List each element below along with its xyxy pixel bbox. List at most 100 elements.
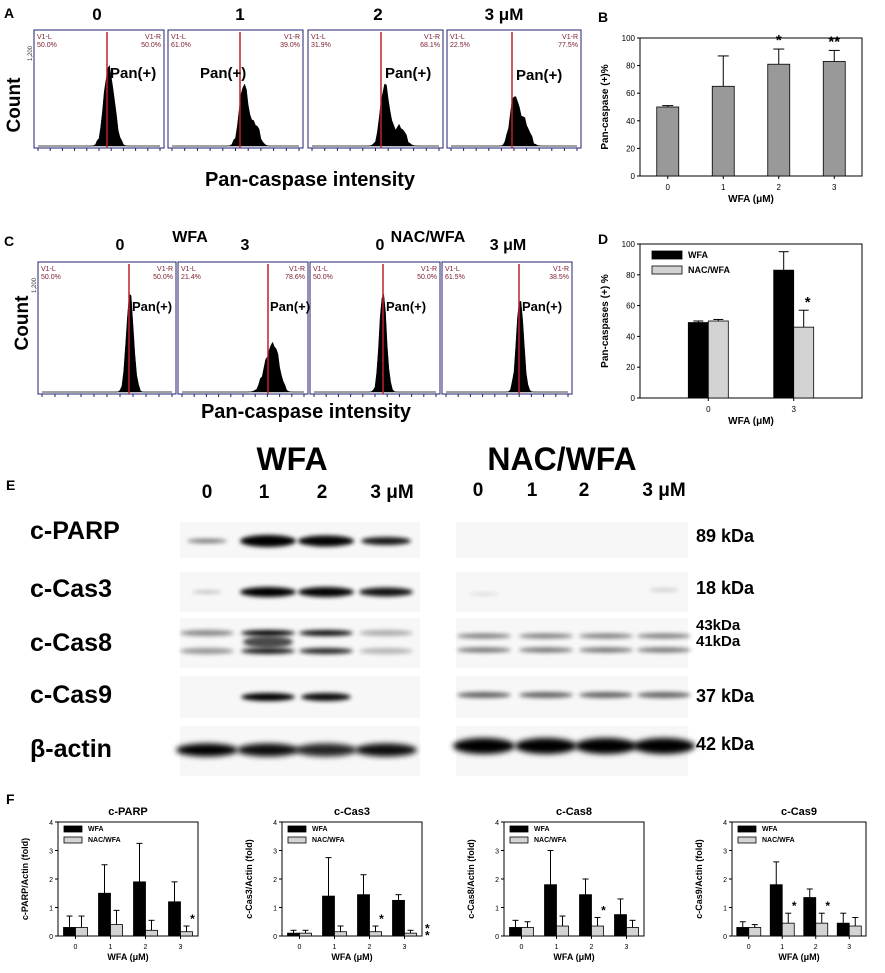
pan-positive-label: Pan(+) <box>522 299 562 314</box>
pan-positive-label: Pan(+) <box>385 65 431 82</box>
panel-c-dose-label: 3 <box>241 237 250 254</box>
x-tick-label: 3 <box>625 944 629 951</box>
pan-positive-label: Pan(+) <box>270 299 310 314</box>
y-axis-label: c-Cas8/Actin (fold) <box>466 839 476 919</box>
legend-swatch <box>651 265 683 275</box>
blot-band <box>519 647 573 653</box>
chart-d: 0 20 40 60 80 100 0 3 * WFA (μM) Pan-caspases (+) … <box>598 231 863 427</box>
legend-label: WFA <box>88 826 104 833</box>
blot-band <box>579 647 633 653</box>
significance-mark: * <box>379 912 384 926</box>
significance-mark: ** <box>828 33 840 50</box>
bar <box>145 929 158 937</box>
bar <box>509 927 522 937</box>
y-tick-label: 80 <box>626 271 635 280</box>
y-axis-label: c-Cas9/Actin (fold) <box>694 839 704 919</box>
x-axis-label: WFA (μM) <box>728 194 774 205</box>
blot-band <box>579 692 633 698</box>
bar <box>392 899 405 937</box>
gate-right-percent: 50.0% <box>417 274 437 281</box>
x-tick-label: 0 <box>747 944 751 951</box>
panel-c-y-axis-label: Count <box>12 295 33 351</box>
blot-band <box>301 693 351 701</box>
x-axis-label: WFA (μM) <box>728 416 774 427</box>
bar <box>614 914 627 937</box>
histogram-peak <box>42 293 172 393</box>
blot-band <box>241 693 295 701</box>
blot-band <box>579 633 633 639</box>
histogram-peak <box>182 341 304 393</box>
gate-left-label: V1-L <box>311 34 326 41</box>
y-tick-label: 60 <box>626 302 635 311</box>
significance-mark: * <box>776 32 782 49</box>
panel-c-group-nac: NAC/WFA <box>391 229 466 246</box>
y-tick-label: 2 <box>723 877 727 884</box>
bar <box>687 322 709 399</box>
significance-mark: * <box>805 294 811 311</box>
legend-swatch <box>651 250 683 260</box>
y-tick-label: 0 <box>273 934 277 941</box>
blot-band <box>176 743 238 757</box>
significance-mark: * <box>601 903 606 917</box>
panel-a-dose-label: 0 <box>92 5 101 24</box>
legend-label: NAC/WFA <box>88 837 121 844</box>
y-tick-label: 4 <box>723 820 727 827</box>
size-label: 18 kDa <box>696 578 755 598</box>
panel-c-group-wfa: WFA <box>172 229 208 246</box>
histogram-frame <box>441 261 573 395</box>
bar <box>404 932 417 937</box>
bar <box>287 932 300 937</box>
size-label: 43kDa <box>696 617 741 634</box>
blot-band <box>243 636 293 648</box>
bar <box>736 927 750 937</box>
y-tick-label: 0 <box>631 172 636 181</box>
x-tick-label: 0 <box>298 944 302 951</box>
bar <box>98 892 111 937</box>
panel-a-histograms: 1,200V1-L50.0%V1-R50.0%Pan(+)V1-L61.0%V1… <box>28 29 582 151</box>
plot-frame <box>639 243 863 399</box>
panel-c-histograms: 1,200V1-L50.0%V1-R50.0%Pan(+)V1-L21.4%V1… <box>32 261 573 397</box>
legend-label: WFA <box>534 826 550 833</box>
bar <box>848 925 862 937</box>
pan-positive-label: Pan(+) <box>200 65 246 82</box>
y-tick-label: 2 <box>49 877 53 884</box>
y-tick-label: 1 <box>723 906 727 913</box>
x-tick-label: 0 <box>666 183 671 192</box>
chart-f-ccas8: 0 1 2 3 4 0 1 2 * 3 WFA (μM) c-Cas8/Actin (fold) c-C… <box>466 806 645 962</box>
gate-right-percent: 50.0% <box>153 274 173 281</box>
pan-positive-label: Pan(+) <box>110 65 156 82</box>
panel-e: E WFA NAC/WFA 0 1 2 3 μM 0 1 2 3 μM c-PA… <box>6 441 755 776</box>
blot-band <box>180 648 234 654</box>
histogram-frame <box>167 29 304 149</box>
blot-band <box>359 648 413 654</box>
blot-band <box>457 692 511 698</box>
x-tick-label: 1 <box>555 944 559 951</box>
bar <box>168 901 181 937</box>
histogram-frame <box>33 29 165 149</box>
protein-label: c-Cas3 <box>30 575 112 603</box>
y-axis-label: Pan-caspases (+) % <box>600 274 611 368</box>
gate-left-percent: 31.9% <box>311 42 331 49</box>
y-tick-label: 100 <box>622 34 636 43</box>
blot-band <box>359 587 413 597</box>
panel-a-dose-label: 1 <box>235 5 244 24</box>
y-axis-label: Pan-caspase (+)% <box>600 64 611 149</box>
y-tick-label: 100 <box>622 240 636 249</box>
x-tick-label: 3 <box>179 944 183 951</box>
panel-a-letter: A <box>4 5 14 21</box>
y-tick-label: 4 <box>495 820 499 827</box>
histogram-frame <box>37 261 177 395</box>
bar <box>803 897 817 937</box>
blot-band <box>192 590 222 594</box>
bar <box>299 932 312 937</box>
gate-right-percent: 68.1% <box>420 42 440 49</box>
chart-title: c-Cas8 <box>556 806 592 818</box>
panel-a-y-axis-label: Count <box>4 77 25 133</box>
blot-band <box>180 630 234 636</box>
x-tick-label: 0 <box>74 944 78 951</box>
bar <box>591 925 604 937</box>
panel-e-lane-label: 1 <box>259 482 270 503</box>
blot-band <box>515 738 577 754</box>
gate-right-label: V1-R <box>421 266 437 273</box>
